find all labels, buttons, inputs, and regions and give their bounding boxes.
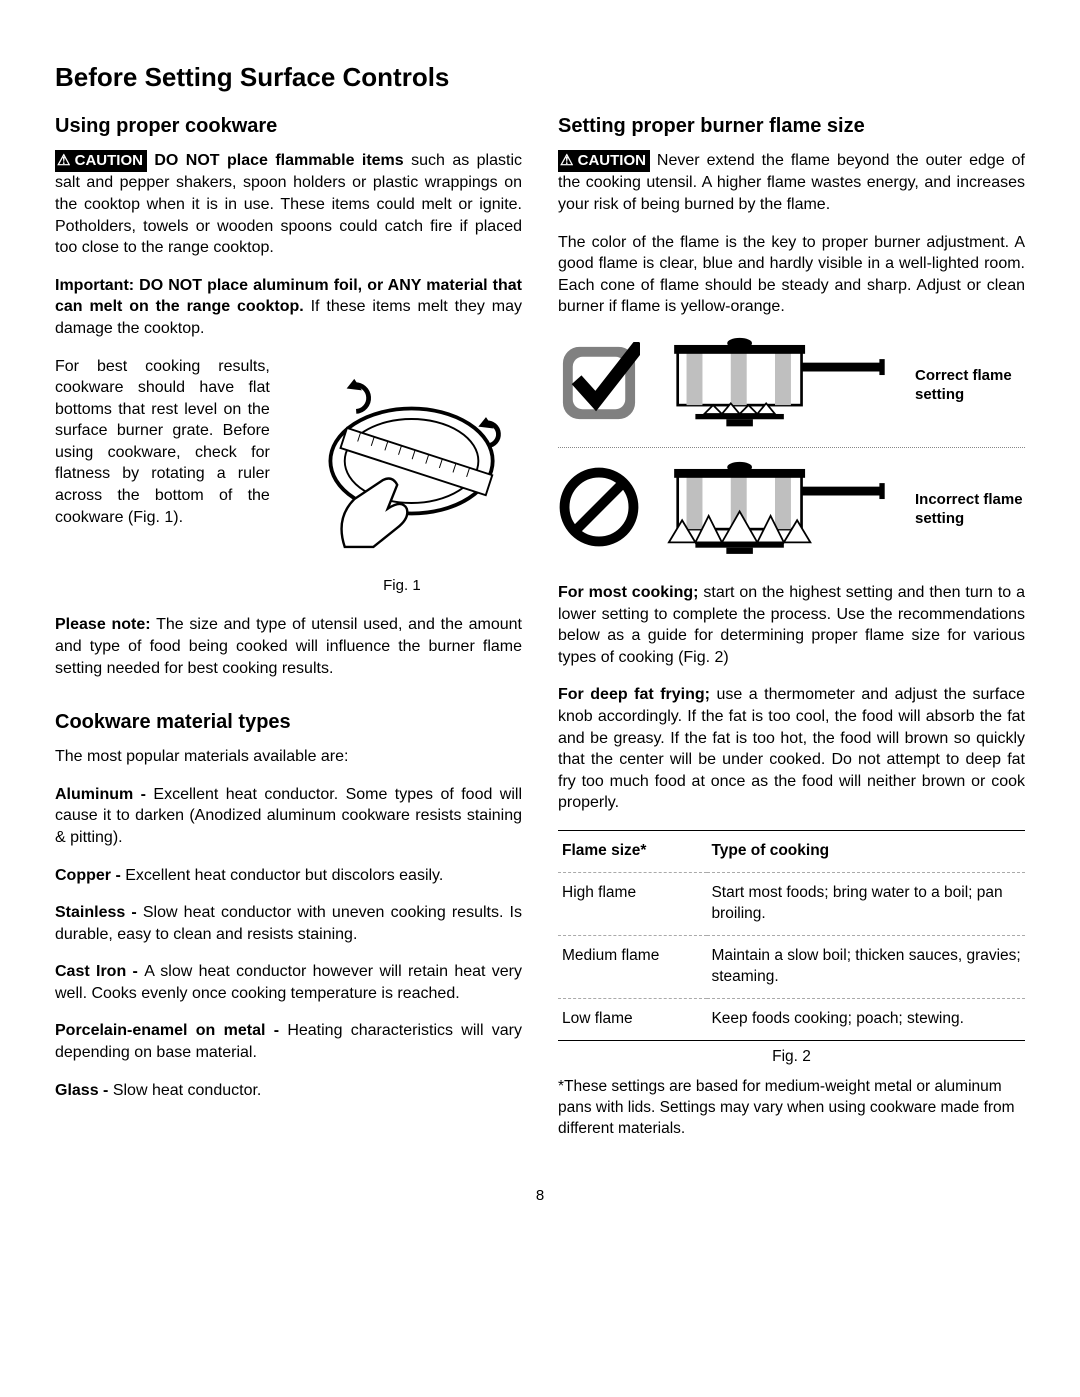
fig1-text: For best cooking results, cookware shoul…: [55, 356, 270, 529]
ruler-pan-icon: [297, 356, 507, 566]
material-desc-5: Slow heat conductor.: [113, 1082, 262, 1099]
material-castiron: Cast Iron - A slow heat conductor howeve…: [55, 961, 522, 1004]
flame-color-paragraph: The color of the flame is the key to pro…: [558, 232, 1025, 318]
most-cooking-label: For most cooking;: [558, 584, 698, 601]
left-column: Using proper cookware CAUTION DO NOT pla…: [55, 113, 522, 1156]
table-cell-size-2: Low flame: [558, 998, 707, 1040]
incorrect-flame-row: Incorrect flame setting: [558, 458, 1025, 563]
correct-flame-row: Correct flame setting: [558, 334, 1025, 439]
flame-size-table: Flame size*Type of cooking High flameSta…: [558, 830, 1025, 1077]
material-glass: Glass - Slow heat conductor.: [55, 1080, 522, 1102]
table-cell-desc-0: Start most foods; bring water to a boil;…: [707, 872, 1025, 935]
material-stainless: Stainless - Slow heat conductor with une…: [55, 902, 522, 945]
important-paragraph: Important: DO NOT place aluminum foil, o…: [55, 275, 522, 340]
material-name-1: Copper -: [55, 867, 125, 884]
please-note-label: Please note:: [55, 616, 151, 633]
caution-bold-text: DO NOT place flammable items: [154, 152, 403, 169]
fig1-image: Fig. 1: [282, 356, 522, 597]
heading-materials: Cookware material types: [55, 709, 522, 736]
material-name-5: Glass -: [55, 1082, 113, 1099]
material-aluminum: Aluminum - Excellent heat conductor. Som…: [55, 784, 522, 849]
checkmark-icon: [558, 342, 640, 431]
caution-paragraph-1: CAUTION DO NOT place flammable items suc…: [55, 150, 522, 259]
material-name-0: Aluminum -: [55, 786, 153, 803]
table-header-2: Type of cooking: [707, 831, 1025, 873]
incorrect-flame-label: Incorrect flame setting: [915, 491, 1025, 529]
table-cell-size-0: High flame: [558, 872, 707, 935]
right-column: Setting proper burner flame size CAUTION…: [558, 113, 1025, 1156]
please-note-paragraph: Please note: The size and type of utensi…: [55, 614, 522, 679]
correct-flame-label: Correct flame setting: [915, 367, 1025, 405]
table-cell-desc-1: Maintain a slow boil; thicken sauces, gr…: [707, 935, 1025, 998]
materials-intro: The most popular materials available are…: [55, 746, 522, 768]
content-columns: Using proper cookware CAUTION DO NOT pla…: [55, 113, 1025, 1156]
fig1-caption: Fig. 1: [282, 576, 522, 596]
page-title: Before Setting Surface Controls: [55, 60, 1025, 95]
deep-fat-paragraph: For deep fat frying; use a thermometer a…: [558, 684, 1025, 814]
material-name-2: Stainless -: [55, 904, 143, 921]
material-name-4: Porcelain-enamel on metal -: [55, 1022, 287, 1039]
most-cooking-paragraph: For most cooking; start on the highest s…: [558, 582, 1025, 668]
caution-badge-2: CAUTION: [558, 150, 650, 172]
heading-cookware: Using proper cookware: [55, 113, 522, 140]
page-number: 8: [55, 1186, 1025, 1206]
table-header-1: Flame size*: [558, 831, 707, 873]
caution-badge: CAUTION: [55, 150, 147, 172]
heading-flame: Setting proper burner flame size: [558, 113, 1025, 140]
deep-fat-body: use a thermometer and adjust the surface…: [558, 686, 1025, 811]
pot-incorrect-icon: [660, 458, 895, 563]
material-desc-1: Excellent heat conductor but discolors e…: [125, 867, 443, 884]
material-porcelain: Porcelain-enamel on metal - Heating char…: [55, 1020, 522, 1063]
table-cell-size-1: Medium flame: [558, 935, 707, 998]
table-footnote: *These settings are based for medium-wei…: [558, 1077, 1025, 1140]
pot-correct-icon: [660, 334, 895, 439]
figure-1-row: For best cooking results, cookware shoul…: [55, 356, 522, 597]
fig2-caption: Fig. 2: [558, 1040, 1025, 1077]
prohibit-icon: [558, 466, 640, 555]
table-cell-desc-2: Keep foods cooking; poach; stewing.: [707, 998, 1025, 1040]
flame-separator: [558, 447, 1025, 448]
deep-fat-label: For deep fat frying;: [558, 686, 710, 703]
material-copper: Copper - Excellent heat conductor but di…: [55, 865, 522, 887]
caution-paragraph-2: CAUTION Never extend the flame beyond th…: [558, 150, 1025, 215]
material-name-3: Cast Iron -: [55, 963, 144, 980]
